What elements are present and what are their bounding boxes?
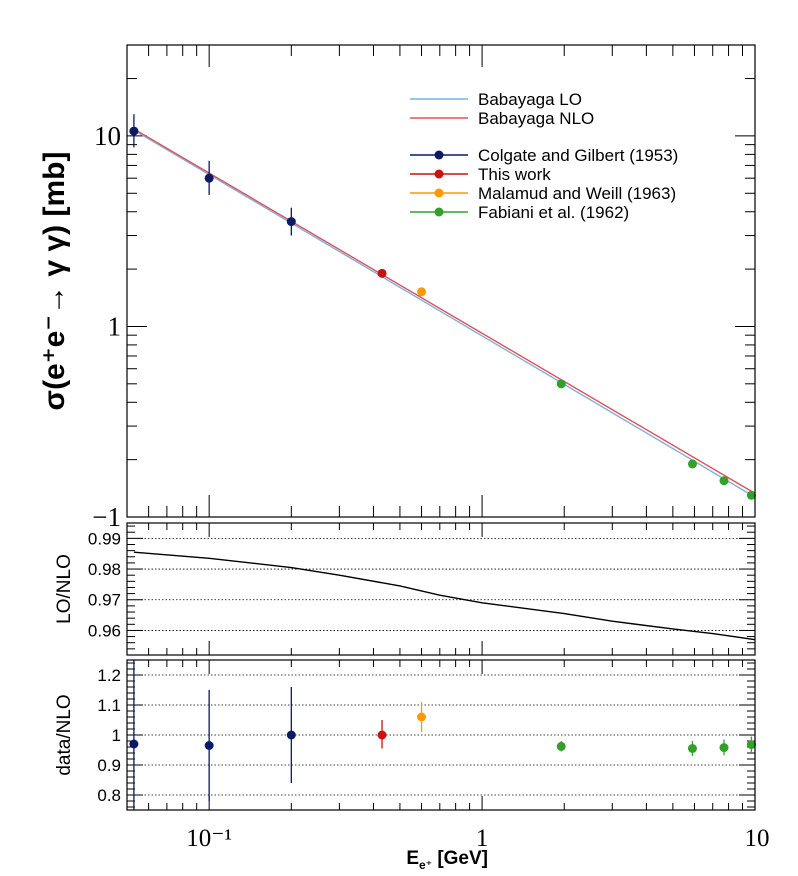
data-point (204, 741, 214, 750)
data-point (129, 126, 139, 136)
legend-marker (434, 150, 444, 160)
data-point (556, 741, 566, 751)
lo-nlo-ratio-panel: 0.96 0.97 0.98 0.99 LO/NLO (54, 522, 756, 656)
legend-marker (434, 169, 444, 179)
legend-label: Babayaga LO (478, 90, 582, 109)
data-point (129, 739, 139, 749)
theory-curve (133, 129, 756, 498)
y-tick-label: 0.99 (88, 529, 121, 548)
y-tick-label: 0.98 (88, 560, 121, 579)
data-point (417, 287, 427, 297)
legend-label: Babayaga NLO (478, 109, 594, 128)
legend-marker (434, 188, 444, 198)
data-point (687, 744, 697, 753)
y-axis-title: LO/NLO (54, 554, 75, 624)
data-point (204, 173, 214, 183)
y-tick-label: 0.9 (97, 756, 121, 775)
y-axis-title: σ(e⁺e⁻→ γ γ) [mb] (38, 152, 71, 411)
x-axis-tick-labels: 10⁻¹ 1 10 (186, 825, 769, 852)
plot-frame (126, 659, 756, 811)
data-point (377, 730, 387, 740)
data-point (556, 379, 566, 389)
x-tick-label: 1 (476, 825, 489, 852)
data-point (417, 712, 427, 722)
x-axis-title-subscript: e⁺ (419, 858, 432, 872)
data-point (746, 490, 756, 500)
data-point (286, 730, 296, 740)
y-tick-label: 0.96 (88, 621, 121, 640)
legend-label: Colgate and Gilbert (1953) (478, 146, 678, 165)
y-tick-label: 1 (108, 311, 122, 341)
data-point (377, 268, 387, 278)
y-tick-label: 1.1 (97, 696, 121, 715)
legend-label: Malamud and Weill (1963) (478, 184, 676, 203)
x-axis-title-main: E (406, 848, 419, 869)
y-tick-label: 0.97 (88, 591, 121, 610)
data-point (719, 476, 729, 486)
plot-frame (126, 44, 756, 518)
x-tick-label: 10 (745, 825, 770, 852)
y-tick-label: 1 (112, 726, 121, 745)
plot-frame (126, 522, 756, 656)
y-tick-label: −1 (92, 502, 121, 532)
x-axis-title-unit: [GeV] (432, 848, 488, 869)
y-tick-label: 0.8 (97, 786, 121, 805)
x-tick-label: 10⁻¹ (186, 825, 232, 852)
legend-label: This work (478, 165, 551, 184)
theory-curve (133, 128, 756, 495)
legend-marker (434, 207, 444, 217)
y-tick-label: 1.2 (97, 666, 121, 685)
y-tick-label: 10 (94, 121, 121, 151)
ratio-curve (133, 551, 756, 641)
y-axis-title: data/NLO (54, 694, 75, 775)
legend-label: Fabiani et al. (1962) (478, 203, 629, 222)
data-point (687, 459, 697, 469)
data-nlo-ratio-panel: 0.8 0.9 1 1.1 1.2 data/NLO (54, 659, 756, 811)
data-point (719, 743, 729, 753)
main-panel: 10 1 −1 σ(e⁺e⁻→ γ γ) [mb] Babayaga LOBabayag… (38, 44, 756, 532)
x-axis-title: Ee⁺ [GeV] (406, 848, 488, 872)
data-point (746, 740, 756, 750)
data-point (286, 217, 296, 227)
